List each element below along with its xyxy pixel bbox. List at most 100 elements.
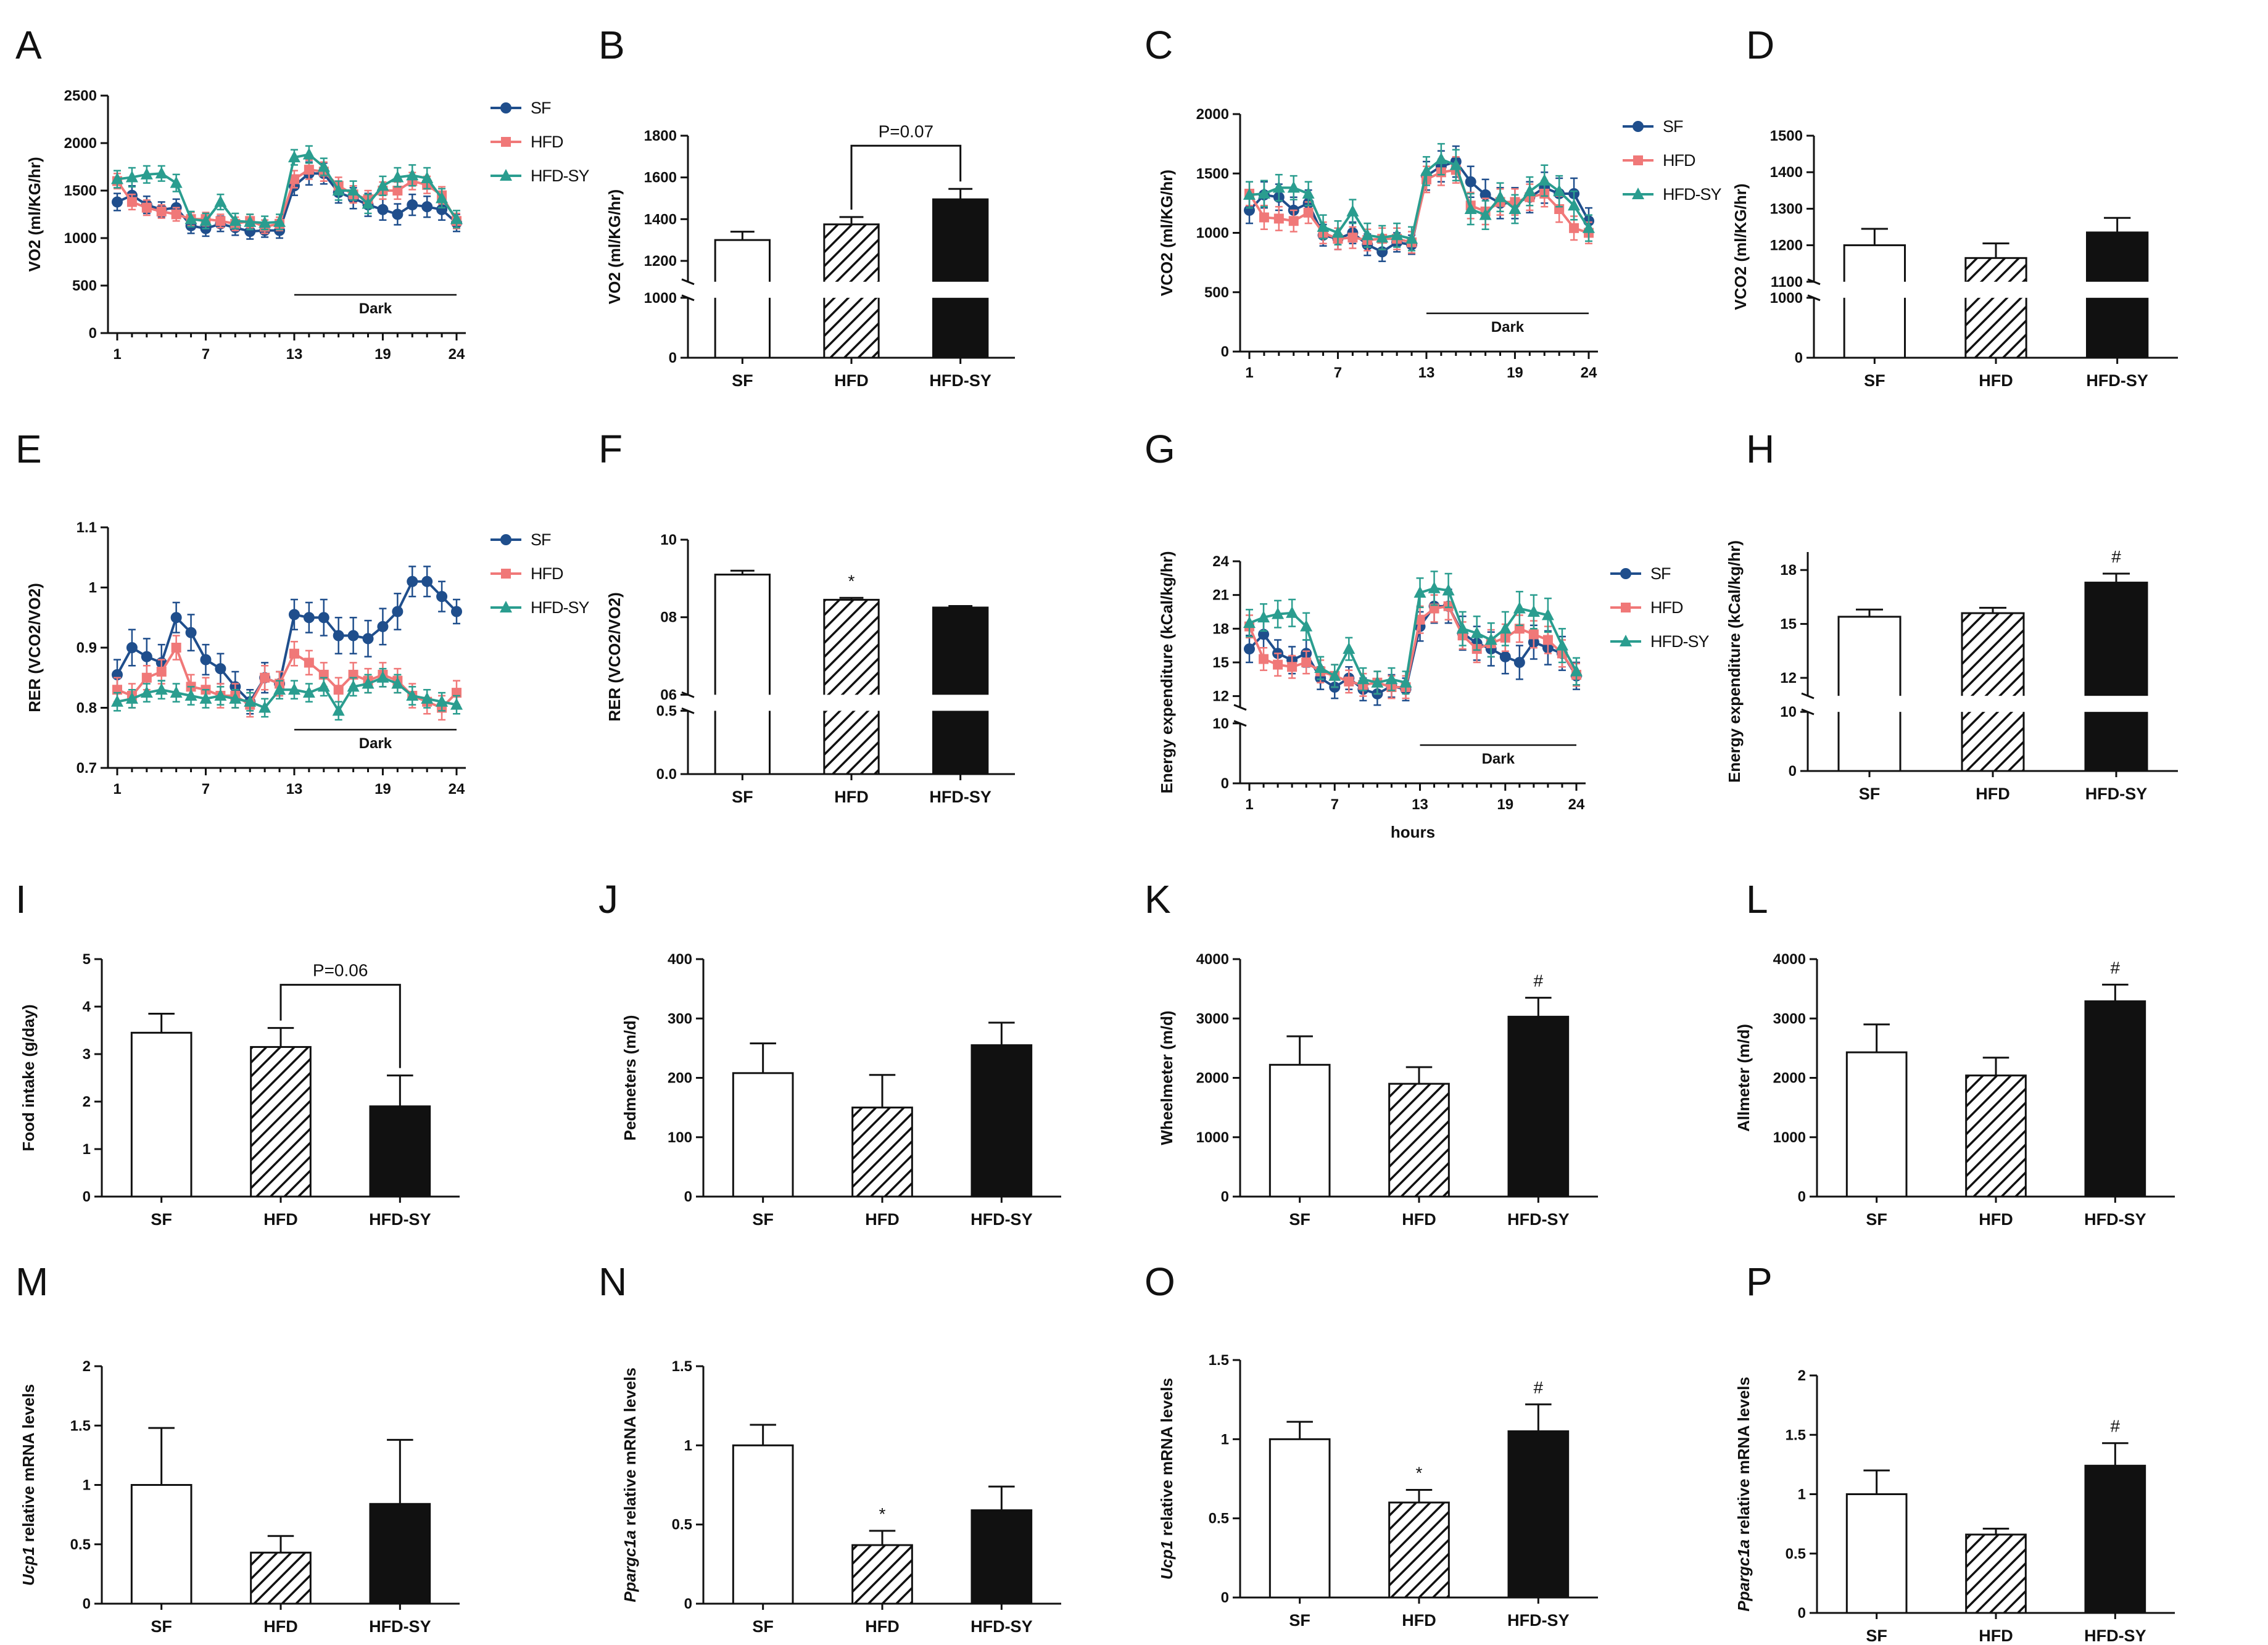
data-point [1542,635,1553,645]
data-point [362,633,374,645]
panel-p: P 0 0.5 1 1.5 2 Ppargc1a relative mRNA levels S… [1734,1260,2175,1645]
y-axis-title: VCO2 (ml/KG/hr) [1157,170,1176,296]
bar-hfd-sy [932,606,989,775]
data-point [199,214,212,226]
legend-label: HFD [531,133,563,151]
bar-hfd-sy [2084,1464,2146,1614]
y-tick-label: 1400 [644,211,677,228]
legend-label: HFD-SY [1650,632,1709,651]
bar-break-gap [822,281,881,298]
data-point [304,658,314,668]
data-point [1555,638,1568,651]
bar-hfd-sy [932,198,989,359]
y-tick-label: 2000 [1773,1070,1806,1087]
data-point [1568,199,1581,211]
x-tick-label: SF [1859,785,1881,803]
data-point [156,206,167,216]
panel-b: B 0 1000 1200 1400 1600 1800 VO2 (ml/KG/hr) SF HF… [598,23,1015,390]
y-axis-title-text: Food intake (g/day) [19,1004,38,1151]
y-axis-title-gene: Ppargc1a [621,1530,639,1602]
bar-sf [732,1072,794,1198]
data-point [1357,672,1370,685]
data-point [377,620,389,632]
legend-entry-sf: SF [490,530,552,549]
panel-l: L 0 1000 2000 3000 4000 Allmeter (m/d) SF HFD HFD… [1734,877,2175,1229]
bar-sf [1843,244,1906,359]
data-point [1484,633,1497,645]
series-line [117,645,458,709]
legend-marker [500,169,512,181]
x-tick-label: 24 [449,781,465,798]
x-tick-label: 7 [202,346,210,363]
data-point [1257,186,1270,199]
y-tick-label: 10 [660,532,677,548]
bar-break-gap [1837,696,1902,712]
bar-break-gap [931,695,990,711]
x-tick-label: HFD-SY [929,371,991,390]
legend-marker [500,534,511,545]
x-tick-label: SF [1866,1626,1887,1645]
data-point [1272,181,1285,193]
data-point [126,642,138,653]
y-tick-label: 0.7 [77,760,97,777]
panel-g: G 0 10 12 15 18 21 24 Energy expenditure (kCal/k… [1144,427,1710,841]
y-tick-label: 2000 [1196,106,1229,123]
data-point [155,167,168,179]
data-point [1286,606,1299,618]
legend-label: SF [1650,564,1671,583]
dark-period-label: Dark [1482,751,1515,767]
y-tick-label: 1500 [1196,165,1229,182]
legend-marker [500,102,511,113]
data-point [1434,152,1447,165]
x-tick-label: SF [1864,371,1885,390]
y-tick-label: 21 [1212,587,1229,604]
bar-break-gap [2084,696,2149,712]
y-tick-label: 1 [89,580,97,596]
data-point [392,606,404,617]
data-point [1528,629,1539,640]
y-tick-label: 1 [1221,1431,1229,1448]
data-point [199,691,212,704]
y-tick-label: 2 [83,1358,91,1375]
y-axis-title-text: Pedmeters (m/d) [621,1015,639,1141]
data-point [125,170,138,183]
y-axis-title: Ppargc1a relative mRNA levels [1734,1377,1753,1612]
x-tick-label: SF [1289,1611,1310,1630]
panel-letter: L [1746,877,1768,921]
y-axis-title-text: RER (VCO2/VO2) [605,592,624,722]
y-tick-label: 300 [668,1010,692,1027]
legend-marker [1620,568,1631,579]
data-point [1456,622,1469,634]
data-point [1371,675,1384,688]
y-axis-title: Allmeter (m/d) [1734,1024,1753,1132]
y-tick-label: 500 [72,278,97,294]
data-point [1523,184,1536,197]
bar-hfd [250,1551,312,1605]
y-tick-label: 0 [684,1596,692,1612]
y-tick-label: 0.5 [70,1536,91,1553]
data-point [347,630,359,641]
y-axis-title-text: relative mRNA levels [1157,1378,1176,1541]
data-point [1302,186,1315,199]
y-tick-label: 0 [1221,1589,1229,1606]
significance-mark: * [848,571,855,590]
series-hfd-sy [1243,142,1595,252]
p-value-bracket [279,984,401,1068]
legend-label: SF [1663,117,1683,136]
x-tick-label: HFD [1979,371,2013,390]
panel-letter: E [15,427,42,471]
data-point [1527,604,1540,617]
x-tick-label: SF [1289,1210,1310,1229]
x-tick-label: SF [151,1617,172,1636]
bar-hfd [250,1045,312,1198]
data-point [259,216,271,228]
panel-letter: J [598,877,618,921]
x-tick-label: HFD-SY [929,788,991,806]
y-axis-title-text: VCO2 (ml/KG/hr) [1157,170,1176,296]
data-point [171,209,181,220]
data-point [200,654,212,666]
x-tick-label: 7 [1334,365,1342,381]
bar-sf [714,239,771,359]
x-tick-label: HFD [1979,1626,2013,1645]
legend-entry-hfd-sy: HFD-SY [1623,185,1722,204]
